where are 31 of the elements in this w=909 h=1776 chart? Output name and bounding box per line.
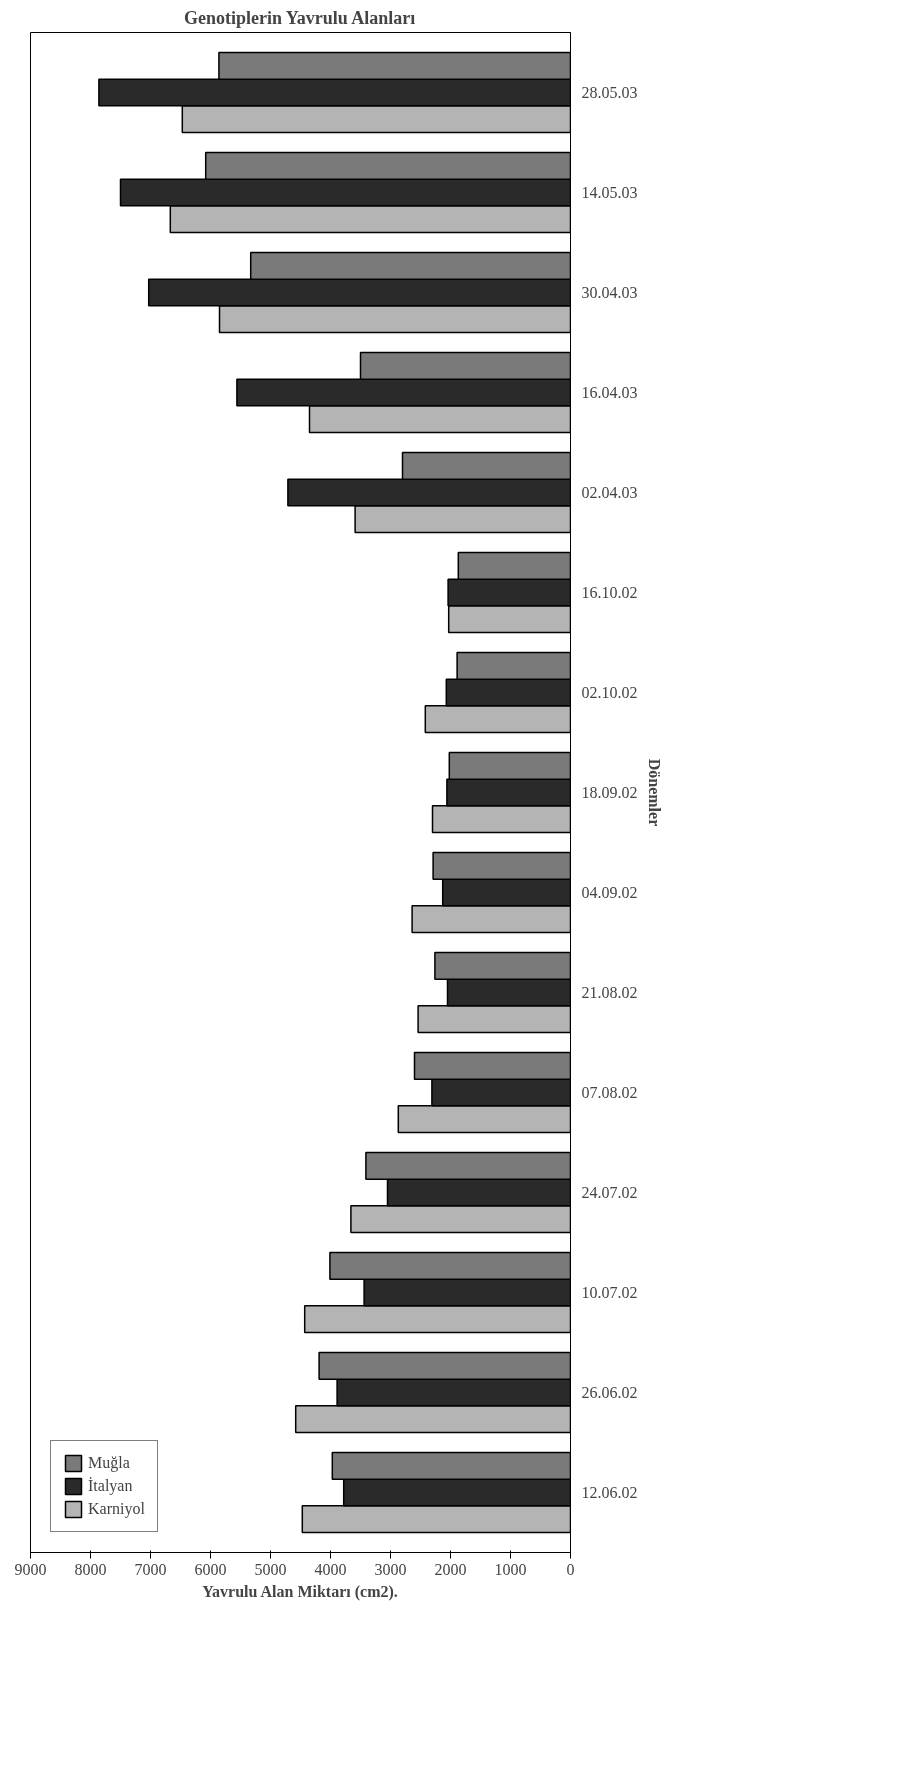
x-tick-label: 4000 xyxy=(314,1560,347,1578)
x-tick-label: 2000 xyxy=(434,1560,467,1578)
y-tick-label: 14.05.03 xyxy=(581,184,638,201)
legend-label: Muğla xyxy=(88,1454,130,1472)
x-tick-label: 1000 xyxy=(494,1560,527,1578)
y-tick-label: 02.04.03 xyxy=(581,484,638,501)
y-tick-label: 18.09.02 xyxy=(581,784,638,801)
y-tick-label: 16.04.03 xyxy=(581,384,638,401)
x-tick-label: 0 xyxy=(566,1560,575,1578)
x-tick-label: 5000 xyxy=(254,1560,287,1578)
y-tick-label: 04.09.02 xyxy=(581,884,638,901)
x-tick-label: 8000 xyxy=(74,1560,107,1578)
legend-label: Karniyol xyxy=(88,1500,145,1518)
legend-label: İtalyan xyxy=(88,1477,133,1495)
y-tick-label: 28.05.03 xyxy=(581,84,638,101)
x-tick-label: 3000 xyxy=(374,1560,407,1578)
y-tick-label: 12.06.02 xyxy=(581,1484,638,1501)
x-tick-label: 9000 xyxy=(14,1560,47,1578)
y-tick-label: 07.08.02 xyxy=(581,1084,638,1101)
y-axis-title: Dönemler xyxy=(645,758,663,827)
y-tick-label: 02.10.02 xyxy=(581,684,638,701)
y-tick-label: 21.08.02 xyxy=(581,984,638,1001)
y-tick-label: 10.07.02 xyxy=(581,1284,638,1301)
x-axis-title: Yavrulu Alan Miktarı (cm2). xyxy=(202,1582,398,1601)
x-tick-label: 7000 xyxy=(134,1560,167,1578)
y-tick-label: 16.10.02 xyxy=(581,584,638,601)
y-tick-label: 24.07.02 xyxy=(581,1184,638,1201)
y-tick-label: 30.04.03 xyxy=(581,284,638,301)
x-tick-label: 6000 xyxy=(194,1560,227,1578)
y-tick-label: 26.06.02 xyxy=(581,1384,638,1401)
chart-title: Genotiplerin Yavrulu Alanları xyxy=(183,7,416,28)
